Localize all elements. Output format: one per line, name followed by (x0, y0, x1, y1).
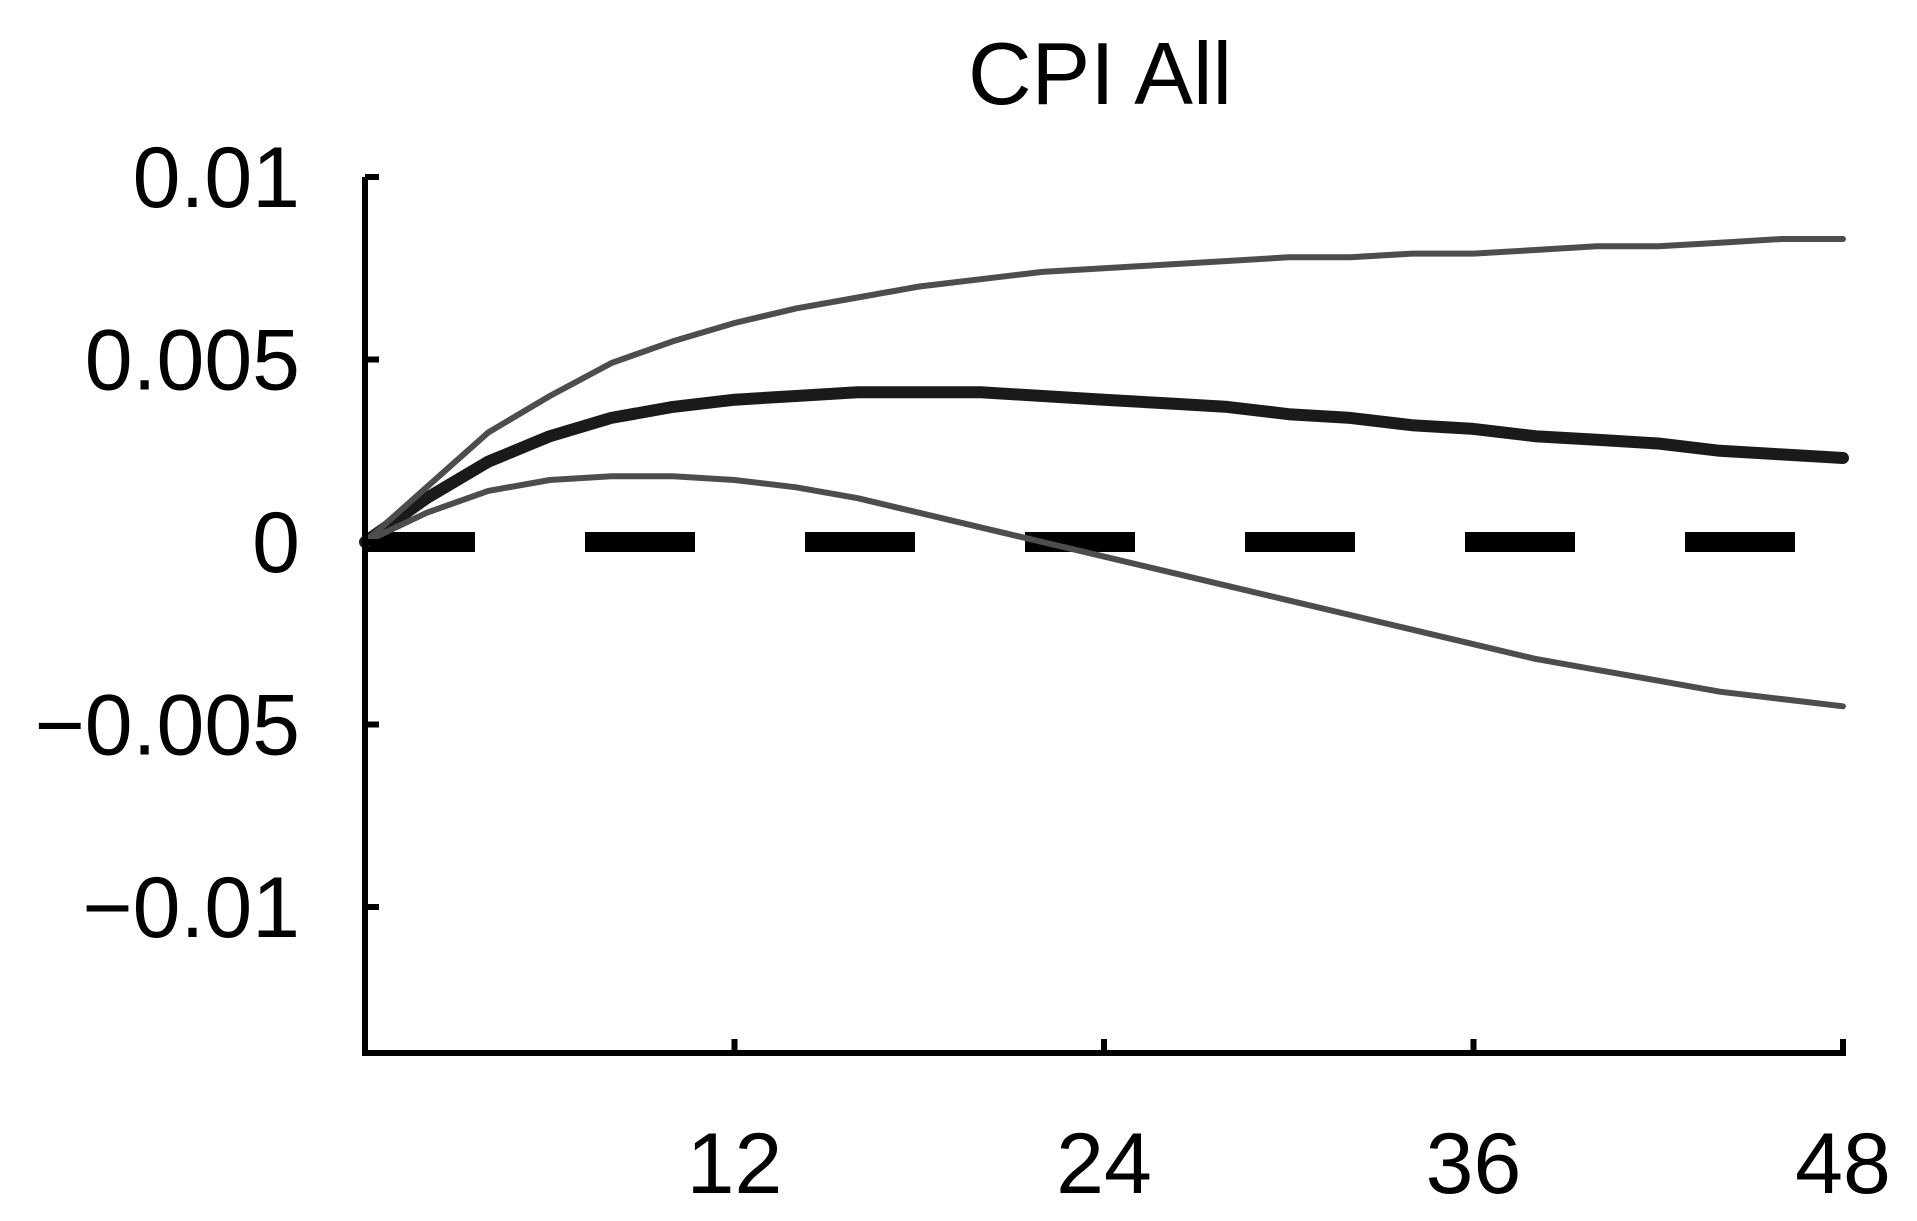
y-tick-label: 0.01 (133, 130, 300, 226)
x-tick-label: 12 (687, 1116, 783, 1212)
series-line-2 (362, 236, 1846, 545)
axes: 0.01 0.005 0 −0.005 −0.01 12 24 36 48 (35, 130, 1891, 1212)
y-tick-label: −0.01 (82, 860, 300, 956)
x-tick-label: 36 (1426, 1116, 1522, 1212)
x-tick-label: 48 (1795, 1116, 1891, 1212)
plot-area (359, 236, 1849, 710)
chart-title: CPI All (968, 24, 1232, 123)
x-tick-label: 24 (1056, 1116, 1152, 1212)
series-line-3 (362, 473, 1846, 710)
series-line-1 (359, 386, 1849, 548)
y-tick-label: 0 (252, 495, 300, 591)
y-tick-label: −0.005 (35, 678, 300, 774)
y-tick-label: 0.005 (85, 313, 300, 409)
